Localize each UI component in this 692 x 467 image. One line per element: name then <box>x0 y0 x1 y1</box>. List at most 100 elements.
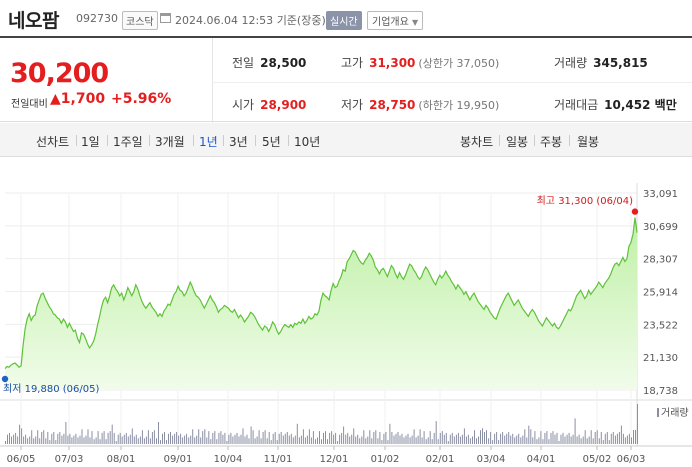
divider <box>76 135 77 146</box>
tab-daily[interactable]: 일봉 <box>506 135 529 149</box>
volume-bar <box>498 440 500 444</box>
tab-3m[interactable]: 3개월 <box>155 135 185 149</box>
volume-bar <box>552 431 554 444</box>
divider <box>193 135 194 146</box>
volume-bar <box>256 436 258 444</box>
price-chart[interactable]: 33,091 30,699 28,307 25,914 23,522 21,130 18,7… <box>0 178 692 467</box>
volume-bar <box>192 429 194 444</box>
volume-bar <box>598 438 600 444</box>
high-marker <box>631 208 639 215</box>
volume-bar <box>23 436 25 444</box>
corp-overview-button[interactable]: 기업개요 ▼ <box>367 11 424 30</box>
tab-3y[interactable]: 3년 <box>229 135 248 149</box>
volume-bar <box>107 432 109 444</box>
volume-bar <box>312 431 314 444</box>
datetime-value: 2024.06.04 12:53 <box>175 14 274 27</box>
stat-open-value: 28,900 <box>260 98 307 112</box>
volume-bar <box>162 433 163 444</box>
volume-bar <box>278 433 280 444</box>
volume-bar <box>222 434 224 444</box>
volume-bar <box>284 433 286 444</box>
volume-bar <box>15 432 17 444</box>
volume-bar <box>99 439 101 444</box>
volume-bar <box>25 434 27 444</box>
volume-bar <box>327 439 328 444</box>
volume-bar <box>604 433 606 444</box>
stat-high-label: 고가 <box>341 56 364 70</box>
volume-bar <box>403 437 405 444</box>
volume-bar <box>89 437 91 444</box>
volume-bar <box>415 437 417 444</box>
volume-bar <box>250 426 252 444</box>
volume-bar <box>357 434 359 444</box>
x-tick-label: 05/02 <box>583 454 612 465</box>
volume-bar <box>447 441 449 444</box>
tab-monthly[interactable]: 월봉 <box>577 135 600 149</box>
volume-bar <box>182 437 184 444</box>
volume-bar <box>230 432 232 444</box>
volume-bars <box>5 404 638 444</box>
volume-bar <box>560 434 562 444</box>
volume-bar <box>453 436 455 444</box>
volume-bar <box>274 432 276 444</box>
volume-bar <box>628 433 630 444</box>
tab-weekly[interactable]: 주봉 <box>540 135 563 149</box>
volume-bar <box>300 435 302 444</box>
volume-bar <box>504 435 506 444</box>
volume-bar <box>614 435 616 444</box>
volume-bar <box>276 440 278 444</box>
volume-bar <box>125 432 127 444</box>
tab-1d[interactable]: 1일 <box>81 135 100 149</box>
volume-bar <box>198 429 200 444</box>
volume-bar <box>510 435 512 444</box>
volume-bar <box>323 432 324 444</box>
volume-bar <box>200 437 202 444</box>
volume-bar <box>333 434 335 444</box>
volume-bar <box>526 437 528 444</box>
stat-volume-label: 거래량 <box>554 56 588 70</box>
volume-bar <box>463 428 465 444</box>
volume-bar <box>210 439 212 444</box>
volume-bar <box>544 432 546 444</box>
volume-bar <box>63 433 65 444</box>
volume-bar <box>101 432 103 444</box>
change-amount: 1,700 <box>60 91 106 107</box>
volume-bar <box>383 433 385 444</box>
volume-bar <box>363 430 365 444</box>
volume-bar <box>302 429 304 444</box>
volume-bar <box>558 441 560 444</box>
volume-bar <box>85 435 87 444</box>
volume-bar <box>51 433 53 444</box>
stat-low-value: 28,750 <box>369 98 416 112</box>
x-tick-label: 06/03 <box>617 454 646 465</box>
volume-bar <box>439 432 441 444</box>
change-percent: +5.96% <box>111 91 172 107</box>
volume-bar <box>516 435 518 444</box>
volume-bar <box>149 438 151 444</box>
volume-bar <box>127 436 129 444</box>
divider <box>107 135 108 146</box>
volume-bar <box>260 438 262 444</box>
volume-bar <box>502 432 504 444</box>
tab-1w[interactable]: 1주일 <box>113 135 143 149</box>
tab-10y[interactable]: 10년 <box>294 135 321 149</box>
volume-bar <box>21 428 23 444</box>
volume-bar <box>572 434 574 444</box>
volume-bar <box>97 431 99 444</box>
volume-bar <box>296 423 298 444</box>
volume-bar <box>472 436 473 444</box>
volume-bar <box>518 433 520 444</box>
tab-1y[interactable]: 1년 <box>199 135 218 149</box>
low-annotation: 최저 19,880 (06/05) <box>3 383 99 395</box>
volume-bar <box>27 438 29 444</box>
volume-bar <box>272 433 274 444</box>
volume-bar <box>355 436 357 444</box>
volume-bar <box>401 433 403 444</box>
volume-bar <box>9 432 10 444</box>
y-tick-label: 28,307 <box>643 255 678 266</box>
realtime-badge[interactable]: 실시간 <box>326 11 362 30</box>
volume-bar <box>139 436 141 444</box>
volume-bar <box>294 435 296 444</box>
volume-bar <box>37 430 39 444</box>
tab-5y[interactable]: 5년 <box>262 135 281 149</box>
